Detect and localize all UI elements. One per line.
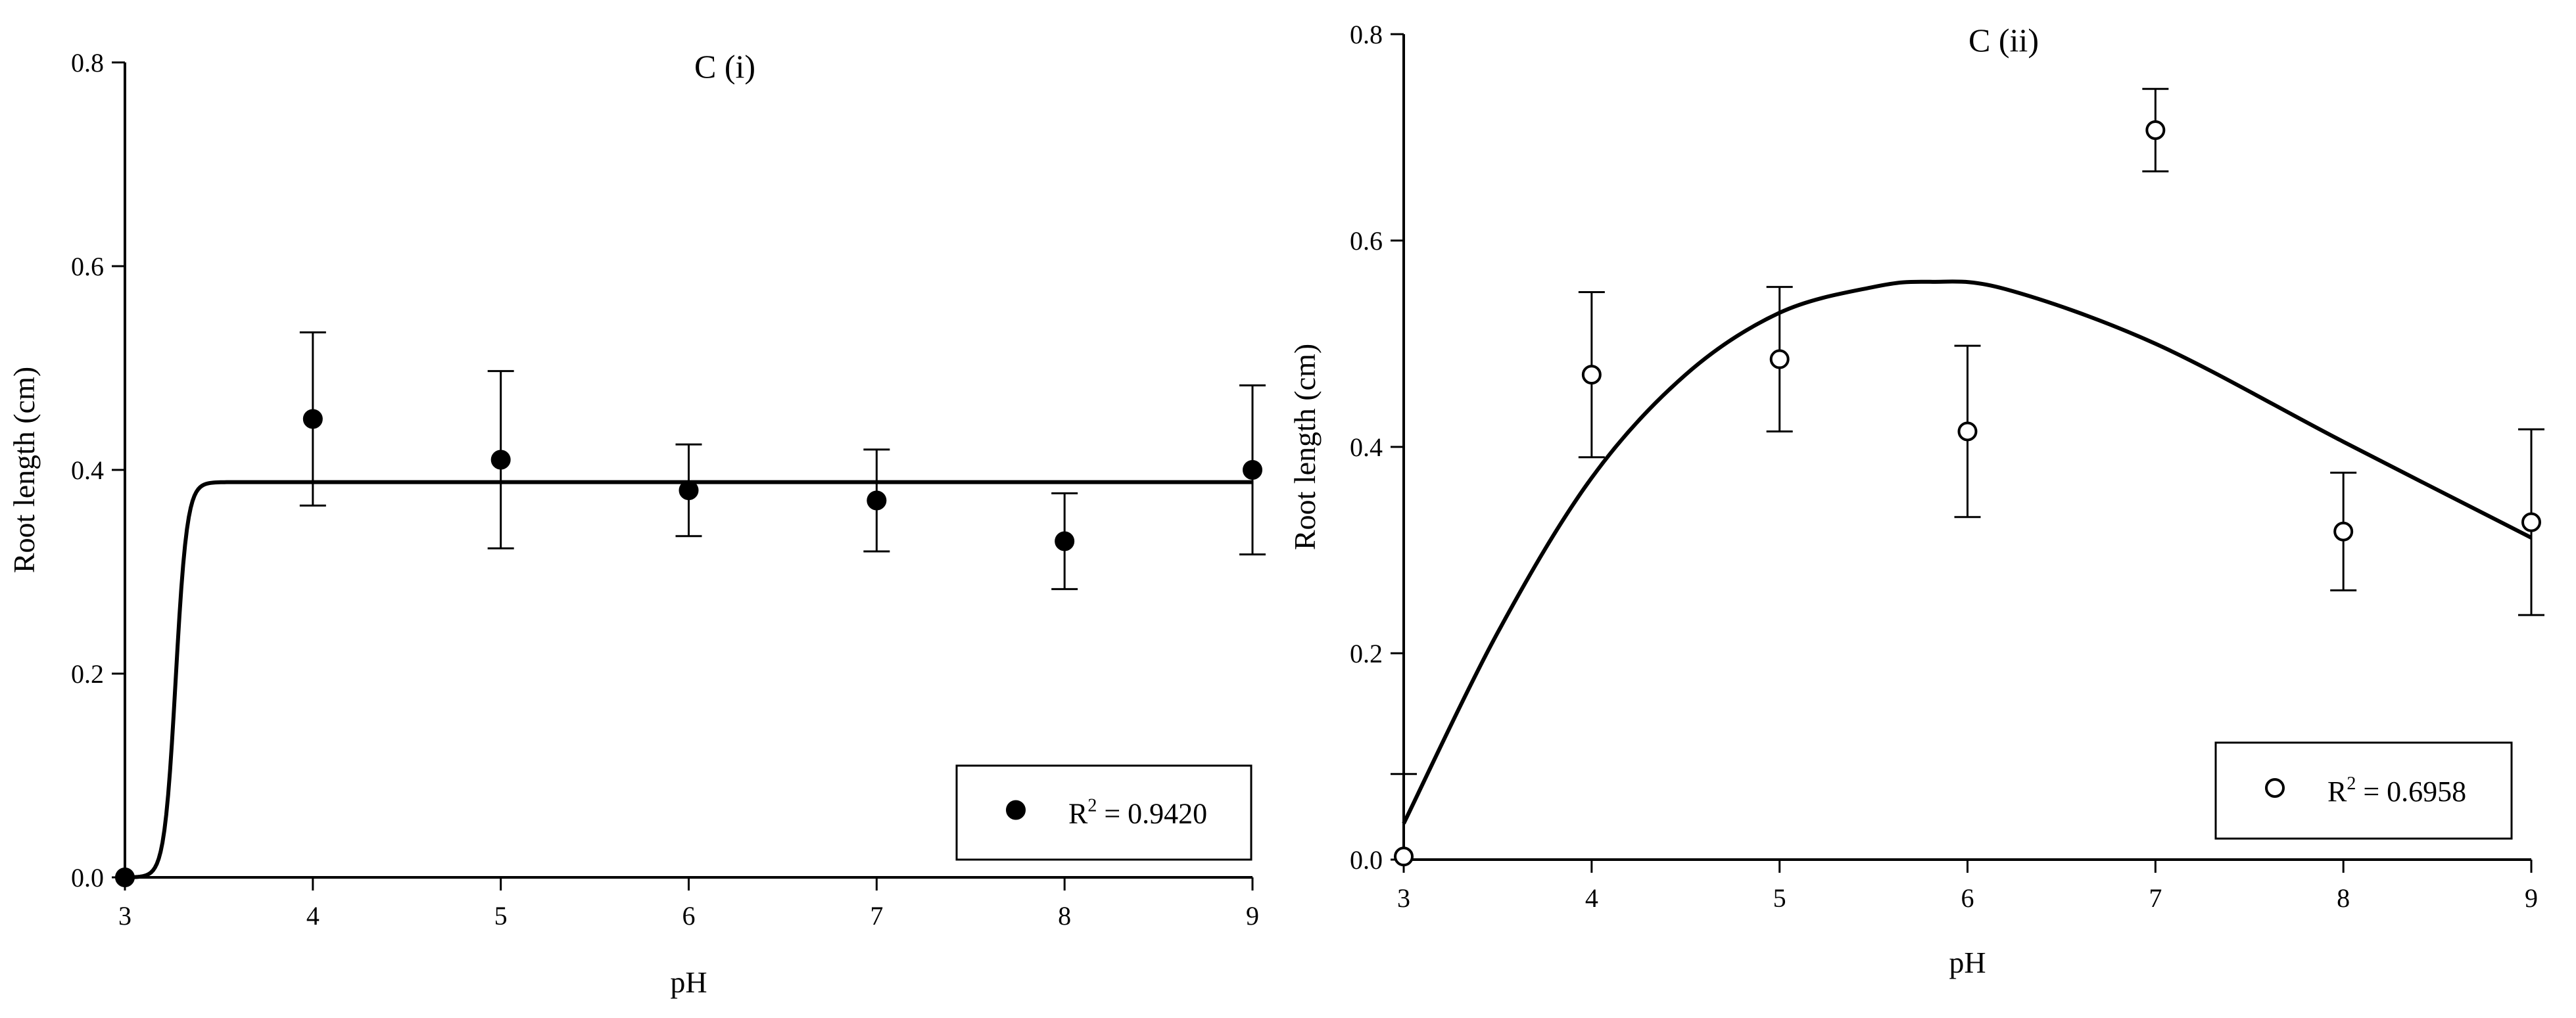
data-point bbox=[2333, 521, 2354, 542]
chart-panel-c-ii: 3 4 5 6 7 8 9 0.0 0.2 0.4 0.6 0.8 pH Root length (cm)… bbox=[1288, 20, 2544, 979]
chart-title: C (i) bbox=[694, 48, 755, 85]
x-axis-label: pH bbox=[670, 965, 707, 999]
legend-marker bbox=[2265, 778, 2285, 798]
data-point bbox=[1394, 846, 1414, 867]
legend-label: R2 = 0.6958 bbox=[2327, 774, 2466, 808]
x-tick-label: 9 bbox=[2525, 883, 2538, 913]
x-tick-label: 6 bbox=[682, 901, 696, 931]
x-tick-label: 7 bbox=[2149, 883, 2162, 913]
y-tick-label: 0.8 bbox=[71, 48, 104, 78]
y-tick-label: 0.6 bbox=[1350, 226, 1383, 256]
x-tick-label: 7 bbox=[870, 901, 883, 931]
data-point bbox=[679, 480, 699, 500]
y-tick-label: 0.2 bbox=[71, 659, 104, 689]
y-tick-label: 0.2 bbox=[1350, 639, 1383, 668]
data-point bbox=[2145, 120, 2166, 141]
data-point bbox=[1055, 531, 1075, 551]
x-axis-label: pH bbox=[1949, 946, 1986, 979]
x-tick-label: 8 bbox=[1058, 901, 1071, 931]
legend-marker bbox=[1006, 800, 1026, 820]
chart-title: C (ii) bbox=[1968, 22, 2039, 58]
data-point bbox=[867, 490, 887, 511]
x-tick-label: 8 bbox=[2337, 883, 2350, 913]
x-tick-label: 5 bbox=[1773, 883, 1786, 913]
x-tick-label: 3 bbox=[1397, 883, 1410, 913]
data-point bbox=[2521, 512, 2541, 532]
fit-curve bbox=[1402, 279, 2533, 825]
data-point bbox=[115, 868, 135, 887]
data-point bbox=[1957, 421, 1978, 442]
legend-box bbox=[955, 764, 1252, 861]
x-tick-label: 5 bbox=[494, 901, 508, 931]
x-tick-label: 4 bbox=[306, 901, 320, 931]
y-tick-label: 0.0 bbox=[71, 863, 104, 892]
y-tick-label: 0.0 bbox=[1350, 845, 1383, 875]
x-tick-label: 6 bbox=[1961, 883, 1974, 913]
data-point bbox=[1769, 349, 1790, 369]
y-tick-label: 0.6 bbox=[71, 252, 104, 281]
x-tick-label: 3 bbox=[118, 901, 131, 931]
y-axis-label: Root length (cm) bbox=[7, 367, 41, 573]
data-point bbox=[1581, 365, 1602, 385]
data-point bbox=[302, 409, 323, 429]
x-tick-label: 9 bbox=[1246, 901, 1259, 931]
y-tick-label: 0.4 bbox=[1350, 432, 1383, 462]
y-axis-label: Root length (cm) bbox=[1288, 344, 1322, 550]
data-point bbox=[1243, 460, 1262, 480]
data-point bbox=[490, 450, 511, 470]
y-tick-label: 0.4 bbox=[71, 455, 104, 485]
legend-label: R2 = 0.9420 bbox=[1068, 796, 1207, 830]
chart-panel-c-i: 3 4 5 6 7 8 9 0.0 0.2 0.4 0.6 0.8 pH Root length (cm)… bbox=[7, 48, 1266, 999]
x-tick-label: 4 bbox=[1585, 883, 1598, 913]
legend-box bbox=[2214, 741, 2513, 840]
y-tick-label: 0.8 bbox=[1350, 20, 1383, 49]
